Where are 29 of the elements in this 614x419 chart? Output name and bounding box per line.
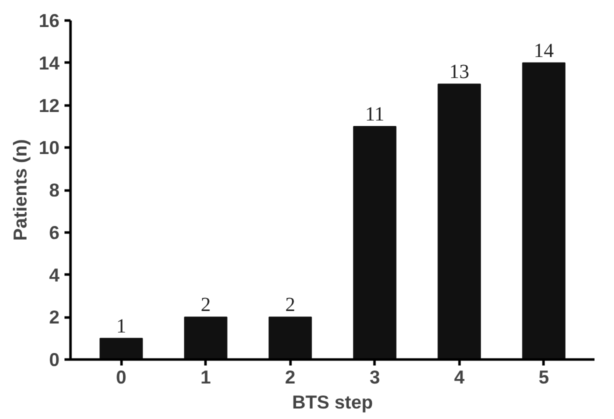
y-tick-label: 16	[38, 10, 60, 31]
y-tick-label: 10	[38, 137, 60, 158]
x-tick-label: 2	[285, 366, 296, 388]
data-label: 11	[365, 103, 384, 126]
data-label: 2	[200, 294, 211, 316]
bar	[100, 338, 143, 360]
data-label: 1	[116, 315, 126, 338]
data-label: 13	[449, 61, 470, 84]
bar	[268, 316, 312, 360]
x-tick-label: 4	[454, 366, 466, 388]
x-tick-label: 1	[200, 366, 211, 388]
bar	[353, 126, 396, 360]
x-tick-label: 5	[538, 366, 549, 388]
y-tick-label: 14	[38, 52, 60, 74]
bar	[438, 84, 481, 360]
bar	[522, 62, 566, 360]
y-tick-label: 2	[49, 306, 60, 328]
x-tick-label: 3	[370, 366, 380, 388]
y-tick-label: 12	[38, 94, 60, 116]
x-axis-title: BTS step	[292, 392, 373, 412]
x-tick-label: 0	[116, 366, 126, 388]
bar	[184, 316, 228, 360]
y-tick-label: 0	[49, 349, 60, 370]
y-tick-label: 8	[49, 180, 60, 200]
y-axis-title: Patients (n)	[10, 139, 31, 241]
data-label: 14	[534, 40, 554, 62]
data-label: 2	[285, 294, 296, 316]
y-tick-label: 6	[49, 222, 60, 243]
y-tick-label: 4	[49, 264, 60, 286]
